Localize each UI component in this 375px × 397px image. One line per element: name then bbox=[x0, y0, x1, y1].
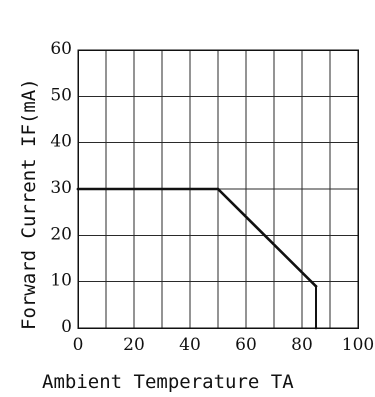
series-0-segment-1 bbox=[216, 187, 318, 288]
y-tick-label-2: 20 bbox=[50, 224, 72, 244]
y-tick-label-0: 0 bbox=[61, 317, 72, 337]
x-tick-label-2: 20 bbox=[123, 335, 145, 355]
y-axis-title: Forward Current IF(mA) bbox=[18, 78, 40, 330]
y-tick-label-5: 50 bbox=[50, 85, 72, 105]
x-tick-label-0: 0 bbox=[73, 335, 84, 355]
x-tick-label-4: 40 bbox=[179, 335, 201, 355]
y-tick-label-3: 30 bbox=[50, 178, 72, 198]
x-tick-labels: 0 20 40 60 80 100 bbox=[73, 335, 375, 355]
x-tick-label-10: 100 bbox=[342, 335, 374, 355]
y-tick-label-6: 60 bbox=[50, 39, 72, 59]
series-0-point-1 bbox=[216, 187, 220, 191]
x-tick-label-6: 60 bbox=[235, 335, 257, 355]
x-tick-label-8: 80 bbox=[291, 335, 313, 355]
x-axis-title: Ambient Temperature TA bbox=[42, 371, 294, 393]
y-tick-label-1: 10 bbox=[50, 271, 72, 291]
y-tick-label-4: 40 bbox=[50, 132, 72, 152]
plot-frame bbox=[77, 49, 359, 329]
series-0-point-2 bbox=[314, 285, 318, 288]
series-lines bbox=[76, 187, 318, 330]
y-tick-labels: 0 10 20 30 40 50 60 bbox=[50, 39, 72, 337]
